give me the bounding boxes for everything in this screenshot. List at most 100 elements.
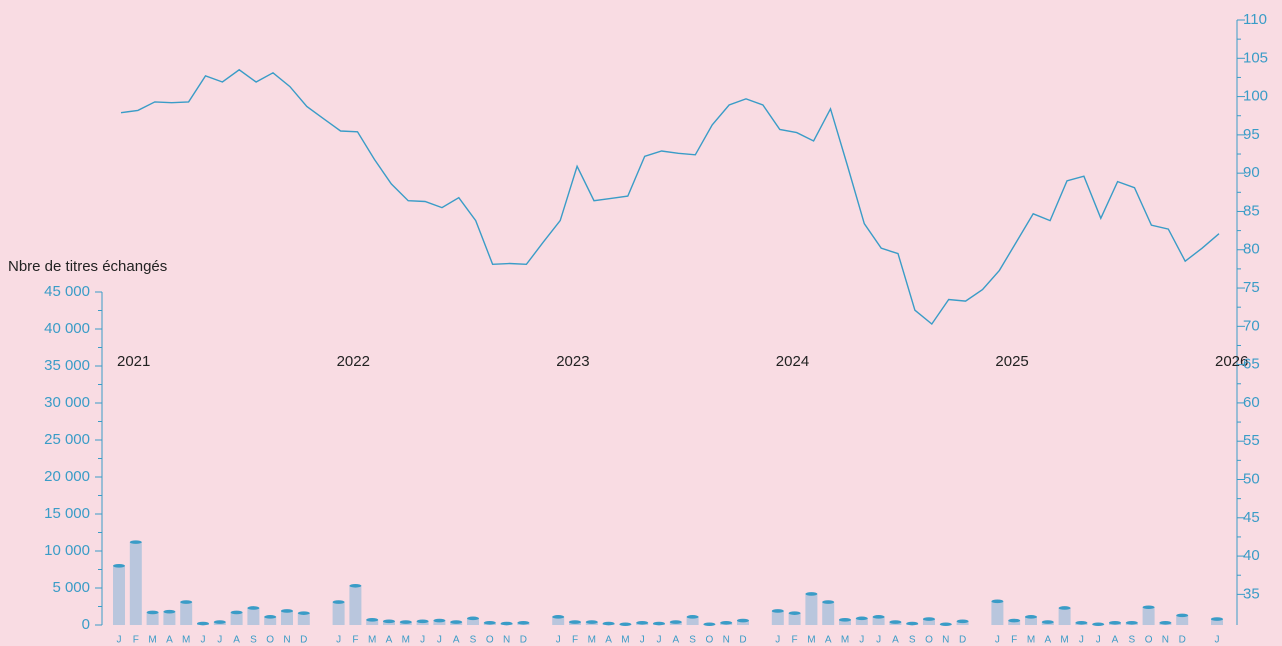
year-label: 2021	[117, 353, 150, 370]
bar-cap	[602, 621, 615, 626]
bar-cap	[483, 620, 496, 625]
year-label: 2024	[776, 353, 809, 370]
x-tick-label: S	[1128, 635, 1135, 646]
y-tick-label: 40 000	[44, 320, 90, 337]
x-tick-label: A	[1112, 635, 1119, 646]
bar-cap	[939, 622, 952, 627]
bar	[1008, 620, 1021, 625]
bar	[1176, 615, 1189, 625]
bar-cap	[552, 615, 565, 619]
bar-cap	[1092, 622, 1105, 627]
x-tick-label: M	[588, 635, 596, 646]
bar-cap	[213, 620, 226, 624]
x-tick-label: A	[1044, 635, 1051, 646]
x-tick-label: N	[503, 635, 510, 646]
bar-cap	[349, 583, 362, 588]
y-tick-label: 45 000	[44, 283, 90, 300]
x-tick-label: M	[182, 635, 190, 646]
x-tick-label: M	[402, 635, 410, 646]
bar	[281, 610, 293, 625]
x-tick-label: J	[1215, 635, 1220, 646]
bar-cap	[281, 609, 293, 613]
bar	[146, 612, 159, 625]
x-tick-label: J	[1096, 635, 1101, 646]
bar-cap	[569, 620, 581, 624]
bar	[552, 616, 565, 625]
bar-cap	[906, 621, 919, 626]
bar	[737, 620, 749, 625]
x-tick-label: D	[520, 635, 527, 646]
bar-cap	[1176, 613, 1189, 618]
bar-cap	[180, 600, 193, 604]
x-tick-label: D	[739, 635, 746, 646]
bar-cap	[822, 600, 835, 604]
bar-cap	[686, 615, 699, 619]
x-tick-label: A	[605, 635, 612, 646]
bar-cap	[653, 621, 665, 626]
bar-cap	[366, 618, 379, 622]
bar	[872, 616, 885, 625]
x-tick-label: O	[925, 635, 933, 646]
x-tick-label: J	[420, 635, 425, 646]
bar	[991, 601, 1004, 625]
bar	[230, 612, 243, 625]
x-tick-label: F	[1011, 635, 1017, 646]
bar-cap	[500, 621, 513, 626]
bar-cap	[872, 615, 885, 619]
bar	[467, 618, 479, 625]
x-tick-label: S	[250, 635, 257, 646]
bar-cap	[1075, 620, 1088, 625]
bar	[366, 619, 379, 625]
y-tick-label: 10 000	[44, 542, 90, 559]
x-tick-label: F	[792, 635, 798, 646]
bar	[956, 621, 969, 625]
bar-cap	[923, 617, 935, 621]
bar-cap	[737, 618, 749, 623]
bar-cap	[855, 616, 868, 621]
bar-cap	[619, 622, 632, 627]
x-tick-label: J	[640, 635, 645, 646]
x-tick-label: O	[1145, 635, 1153, 646]
x-tick-label: N	[283, 635, 290, 646]
bar	[923, 619, 935, 625]
bar-cap	[585, 620, 598, 624]
bar-cap	[383, 619, 395, 624]
bar	[822, 602, 835, 625]
bar	[129, 542, 142, 625]
x-tick-label: M	[148, 635, 156, 646]
x-tick-label: A	[672, 635, 679, 646]
bar-cap	[197, 621, 209, 626]
bar-cap	[467, 616, 479, 621]
bar-cap	[956, 619, 969, 624]
bar-cap	[1211, 617, 1223, 621]
y-tick-label: 20 000	[44, 468, 90, 485]
year-label: 2023	[556, 353, 589, 370]
bar	[805, 593, 818, 625]
y2-tick-label: 65	[1243, 356, 1260, 373]
bar	[349, 585, 362, 625]
bar	[433, 620, 446, 625]
bar	[297, 613, 310, 625]
bar-cap	[720, 620, 733, 625]
x-tick-label: S	[909, 635, 916, 646]
y-tick-label: 30 000	[44, 394, 90, 411]
x-tick-label: N	[723, 635, 730, 646]
bar-cap	[416, 619, 429, 624]
bar-cap	[1058, 606, 1071, 610]
x-tick-label: J	[201, 635, 206, 646]
x-tick-label: J	[117, 635, 122, 646]
y2-tick-label: 60	[1243, 394, 1260, 411]
x-tick-label: F	[352, 635, 358, 646]
bar-cap	[1041, 620, 1054, 624]
x-tick-label: M	[621, 635, 629, 646]
y-axis-title: Nbre de titres échangés	[8, 258, 167, 275]
x-tick-label: N	[942, 635, 949, 646]
x-tick-label: A	[892, 635, 899, 646]
bar-cap	[771, 609, 784, 613]
year-label: 2022	[337, 353, 370, 370]
bar-cap	[247, 606, 260, 610]
bar	[332, 602, 345, 625]
y2-tick-label: 110	[1243, 11, 1267, 28]
x-tick-label: M	[368, 635, 376, 646]
